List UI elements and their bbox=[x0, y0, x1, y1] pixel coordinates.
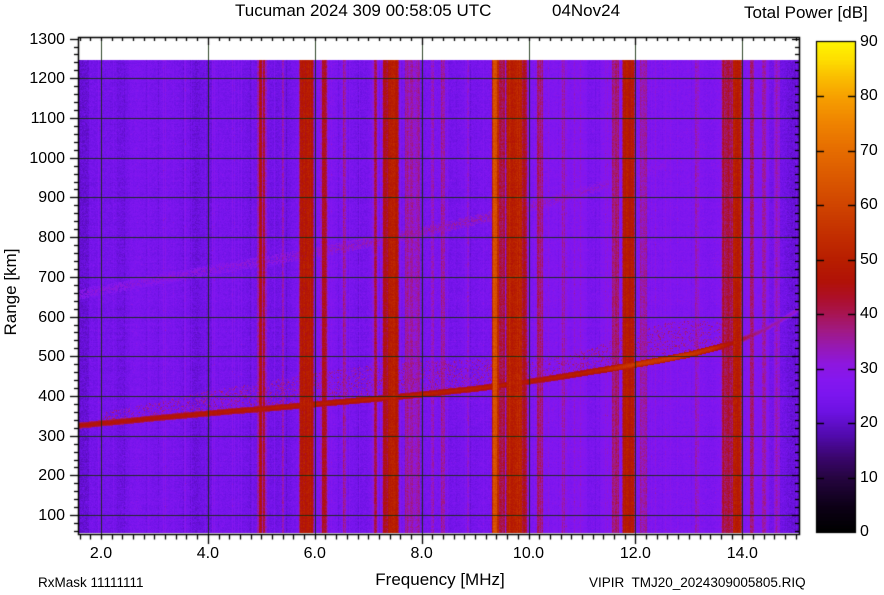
tick-label: 2.0 bbox=[89, 545, 113, 562]
tick-label: 6.0 bbox=[303, 545, 326, 562]
chart-title: Tucuman 2024 309 00:58:05 UTC bbox=[235, 1, 492, 20]
tick-label: 4.0 bbox=[196, 545, 219, 562]
tick-label: 700 bbox=[38, 268, 65, 286]
tick-label: 30 bbox=[860, 359, 878, 377]
tick-label: 800 bbox=[38, 229, 65, 247]
tick-label: 12.0 bbox=[619, 545, 651, 562]
tick-label: 50 bbox=[860, 250, 878, 268]
tick-label: 1100 bbox=[30, 110, 65, 127]
tick-label: 20 bbox=[860, 414, 878, 432]
tick-label: 300 bbox=[38, 427, 65, 445]
tick-label: 1300 bbox=[29, 30, 65, 48]
tick-label: 500 bbox=[38, 348, 65, 366]
tick-label: 8.0 bbox=[410, 545, 433, 562]
tick-label: 200 bbox=[38, 467, 65, 485]
tick-label: 600 bbox=[38, 308, 65, 326]
tick-label: 80 bbox=[860, 87, 878, 105]
file-name-label: VIPIR TMJ20_2024309005805.RIQ bbox=[589, 575, 806, 590]
rx-mask-label: RxMask 11111111 bbox=[38, 575, 144, 590]
tick-label: 40 bbox=[860, 305, 878, 323]
tick-label: 14.0 bbox=[726, 545, 758, 562]
colorbar-title: Total Power [dB] bbox=[744, 3, 868, 22]
tick-label: 1200 bbox=[29, 70, 65, 88]
tick-label: 0 bbox=[860, 523, 869, 540]
tick-label: 900 bbox=[38, 189, 65, 207]
x-axis-title: Frequency [MHz] bbox=[375, 570, 505, 589]
tick-label: 90 bbox=[860, 33, 878, 50]
tick-label: 60 bbox=[860, 196, 878, 214]
tick-label: 10.0 bbox=[512, 545, 545, 562]
tick-label: 100 bbox=[38, 507, 65, 525]
tick-label: 1000 bbox=[29, 149, 65, 167]
tick-label: 70 bbox=[860, 141, 878, 159]
tick-label: 10 bbox=[860, 468, 878, 486]
tick-label: 400 bbox=[38, 388, 65, 405]
chart-date: 04Nov24 bbox=[552, 1, 621, 20]
